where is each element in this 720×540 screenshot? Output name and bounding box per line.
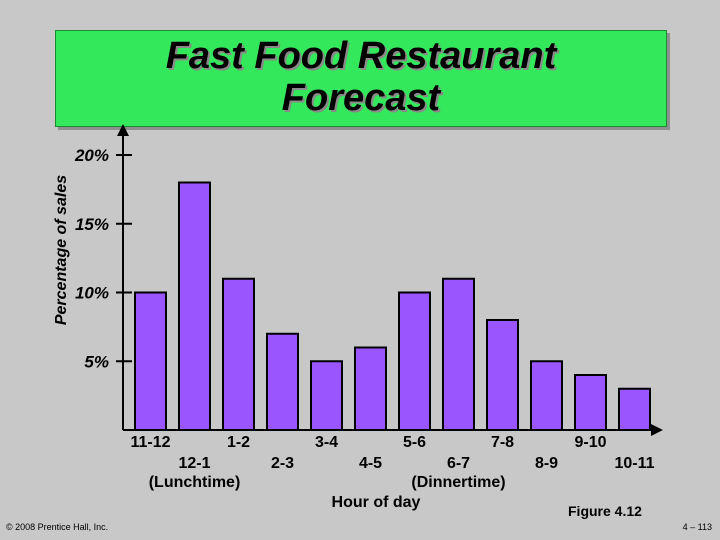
x-axis-label: Hour of day — [331, 494, 421, 511]
x-ticks: 11-12 12-1 1-2 2-3 3-4 4-5 5-6 6-7 7-8 8-9 9-10 10-… — [130, 434, 654, 491]
bar-1-2 — [222, 277, 255, 431]
bar-3-4 — [310, 360, 343, 431]
y-ticks: 5% 10% 15% 20% — [74, 146, 132, 371]
y-tick-label: 15% — [75, 215, 109, 234]
x-tick-label: 2-3 — [271, 455, 294, 472]
bar-10-11 — [618, 387, 651, 431]
bar-12-1 — [178, 181, 211, 431]
x-tick-label: 5-6 — [403, 434, 426, 451]
y-tick-label: 10% — [75, 284, 109, 303]
bar-9-10 — [574, 374, 607, 431]
y-tick-label: 20% — [74, 146, 109, 165]
bar-6-7 — [442, 277, 475, 431]
x-tick-label: 1-2 — [227, 434, 250, 451]
bar-11-12 — [134, 291, 167, 431]
chart-title-line-2: Forecast — [281, 77, 441, 119]
x-tick-label: 9-10 — [574, 434, 606, 451]
bar-5-6 — [398, 291, 431, 431]
x-annotation: (Lunchtime) — [149, 474, 241, 491]
y-axis-arrow — [117, 124, 129, 136]
x-tick-label: 8-9 — [535, 455, 558, 472]
bar-4-5 — [354, 346, 387, 431]
x-tick-label: 7-8 — [491, 434, 514, 451]
x-tick-label: 10-11 — [614, 455, 654, 472]
chart-title-line-1: Fast Food Restaurant — [165, 35, 557, 77]
x-tick-label: 6-7 — [447, 455, 470, 472]
x-tick-label: 4-5 — [359, 455, 382, 472]
x-tick-label: 3-4 — [315, 434, 338, 451]
page-number: 4 – 113 — [682, 522, 712, 532]
x-tick-label: 11-12 — [130, 434, 170, 451]
x-axis-arrow — [651, 424, 663, 436]
x-tick-label: 12-1 — [178, 455, 210, 472]
x-annotation: (Dinnertime) — [411, 474, 505, 491]
copyright-text: © 2008 Prentice Hall, Inc. — [6, 522, 109, 532]
bar-8-9 — [530, 360, 563, 431]
bar-2-3 — [266, 332, 299, 431]
bar-7-8 — [486, 319, 519, 431]
y-tick-label: 5% — [84, 352, 109, 371]
figure-label: Figure 4.12 — [568, 503, 642, 519]
bars — [134, 181, 651, 431]
title-banner: Fast Food Restaurant Forecast — [55, 30, 667, 127]
chart-axes — [117, 124, 663, 436]
